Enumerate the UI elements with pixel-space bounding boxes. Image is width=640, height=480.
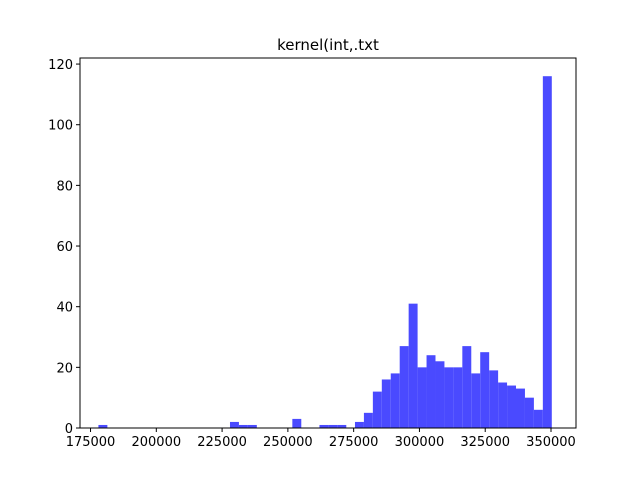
x-tick-label-5: 300000: [395, 435, 445, 450]
histogram-bar-3: [247, 424, 257, 428]
y-tick-label-6: 120: [48, 58, 73, 73]
y-tick-label-5: 100: [48, 119, 73, 134]
x-tick-label-0: 175000: [66, 435, 116, 450]
histogram-bar-21: [471, 373, 481, 428]
histogram-bar-12: [390, 373, 400, 428]
histogram-bar-16: [426, 355, 436, 428]
histogram-bar-24: [498, 382, 508, 428]
chart-title: kernel(int,.txt: [277, 36, 379, 54]
x-tick-label-1: 200000: [131, 435, 181, 450]
histogram-bar-15: [417, 367, 427, 428]
histogram-bar-17: [435, 361, 445, 428]
bars-group: [98, 76, 552, 429]
y-tick-label-0: 0: [65, 422, 73, 437]
y-axis-ticks: 0 20 40 60 80 100 120: [48, 58, 80, 437]
x-tick-label-4: 275000: [329, 435, 379, 450]
y-tick-label-4: 80: [56, 179, 73, 194]
histogram-bar-26: [516, 388, 525, 428]
histogram-bar-19: [453, 367, 463, 428]
histogram-bar-0: [98, 424, 108, 428]
histogram-bar-2: [238, 424, 248, 428]
x-tick-label-7: 350000: [526, 435, 576, 450]
histogram-bar-14: [408, 303, 418, 428]
histogram-bar-25: [507, 385, 517, 428]
plot-frame: [79, 57, 577, 429]
histogram-bar-5: [319, 424, 329, 428]
histogram-bar-29: [542, 76, 552, 429]
histogram-bar-23: [489, 370, 499, 428]
histogram-bar-7: [337, 424, 347, 428]
histogram-bar-28: [533, 409, 543, 428]
histogram-bar-22: [480, 352, 490, 428]
histogram-bar-27: [524, 397, 534, 428]
x-tick-label-3: 250000: [263, 435, 313, 450]
x-tick-label-6: 325000: [460, 435, 510, 450]
histogram-bar-8: [354, 421, 364, 428]
histogram-bar-18: [444, 367, 454, 428]
histogram-bar-13: [399, 346, 409, 428]
histogram-bar-6: [328, 424, 338, 428]
histogram-bar-10: [372, 391, 382, 428]
x-axis-ticks: 175000 200000 225000 250000 275000 300000 3250…: [66, 428, 576, 450]
y-tick-label-2: 40: [56, 301, 73, 316]
histogram-bar-4: [292, 418, 302, 428]
x-tick-label-2: 225000: [197, 435, 247, 450]
histogram-bar-20: [462, 346, 472, 428]
y-tick-label-3: 60: [56, 240, 73, 255]
histogram-bar-1: [229, 421, 239, 428]
histogram-bar-9: [363, 412, 373, 428]
histogram-bar-11: [381, 379, 391, 428]
y-tick-label-1: 20: [56, 361, 73, 376]
